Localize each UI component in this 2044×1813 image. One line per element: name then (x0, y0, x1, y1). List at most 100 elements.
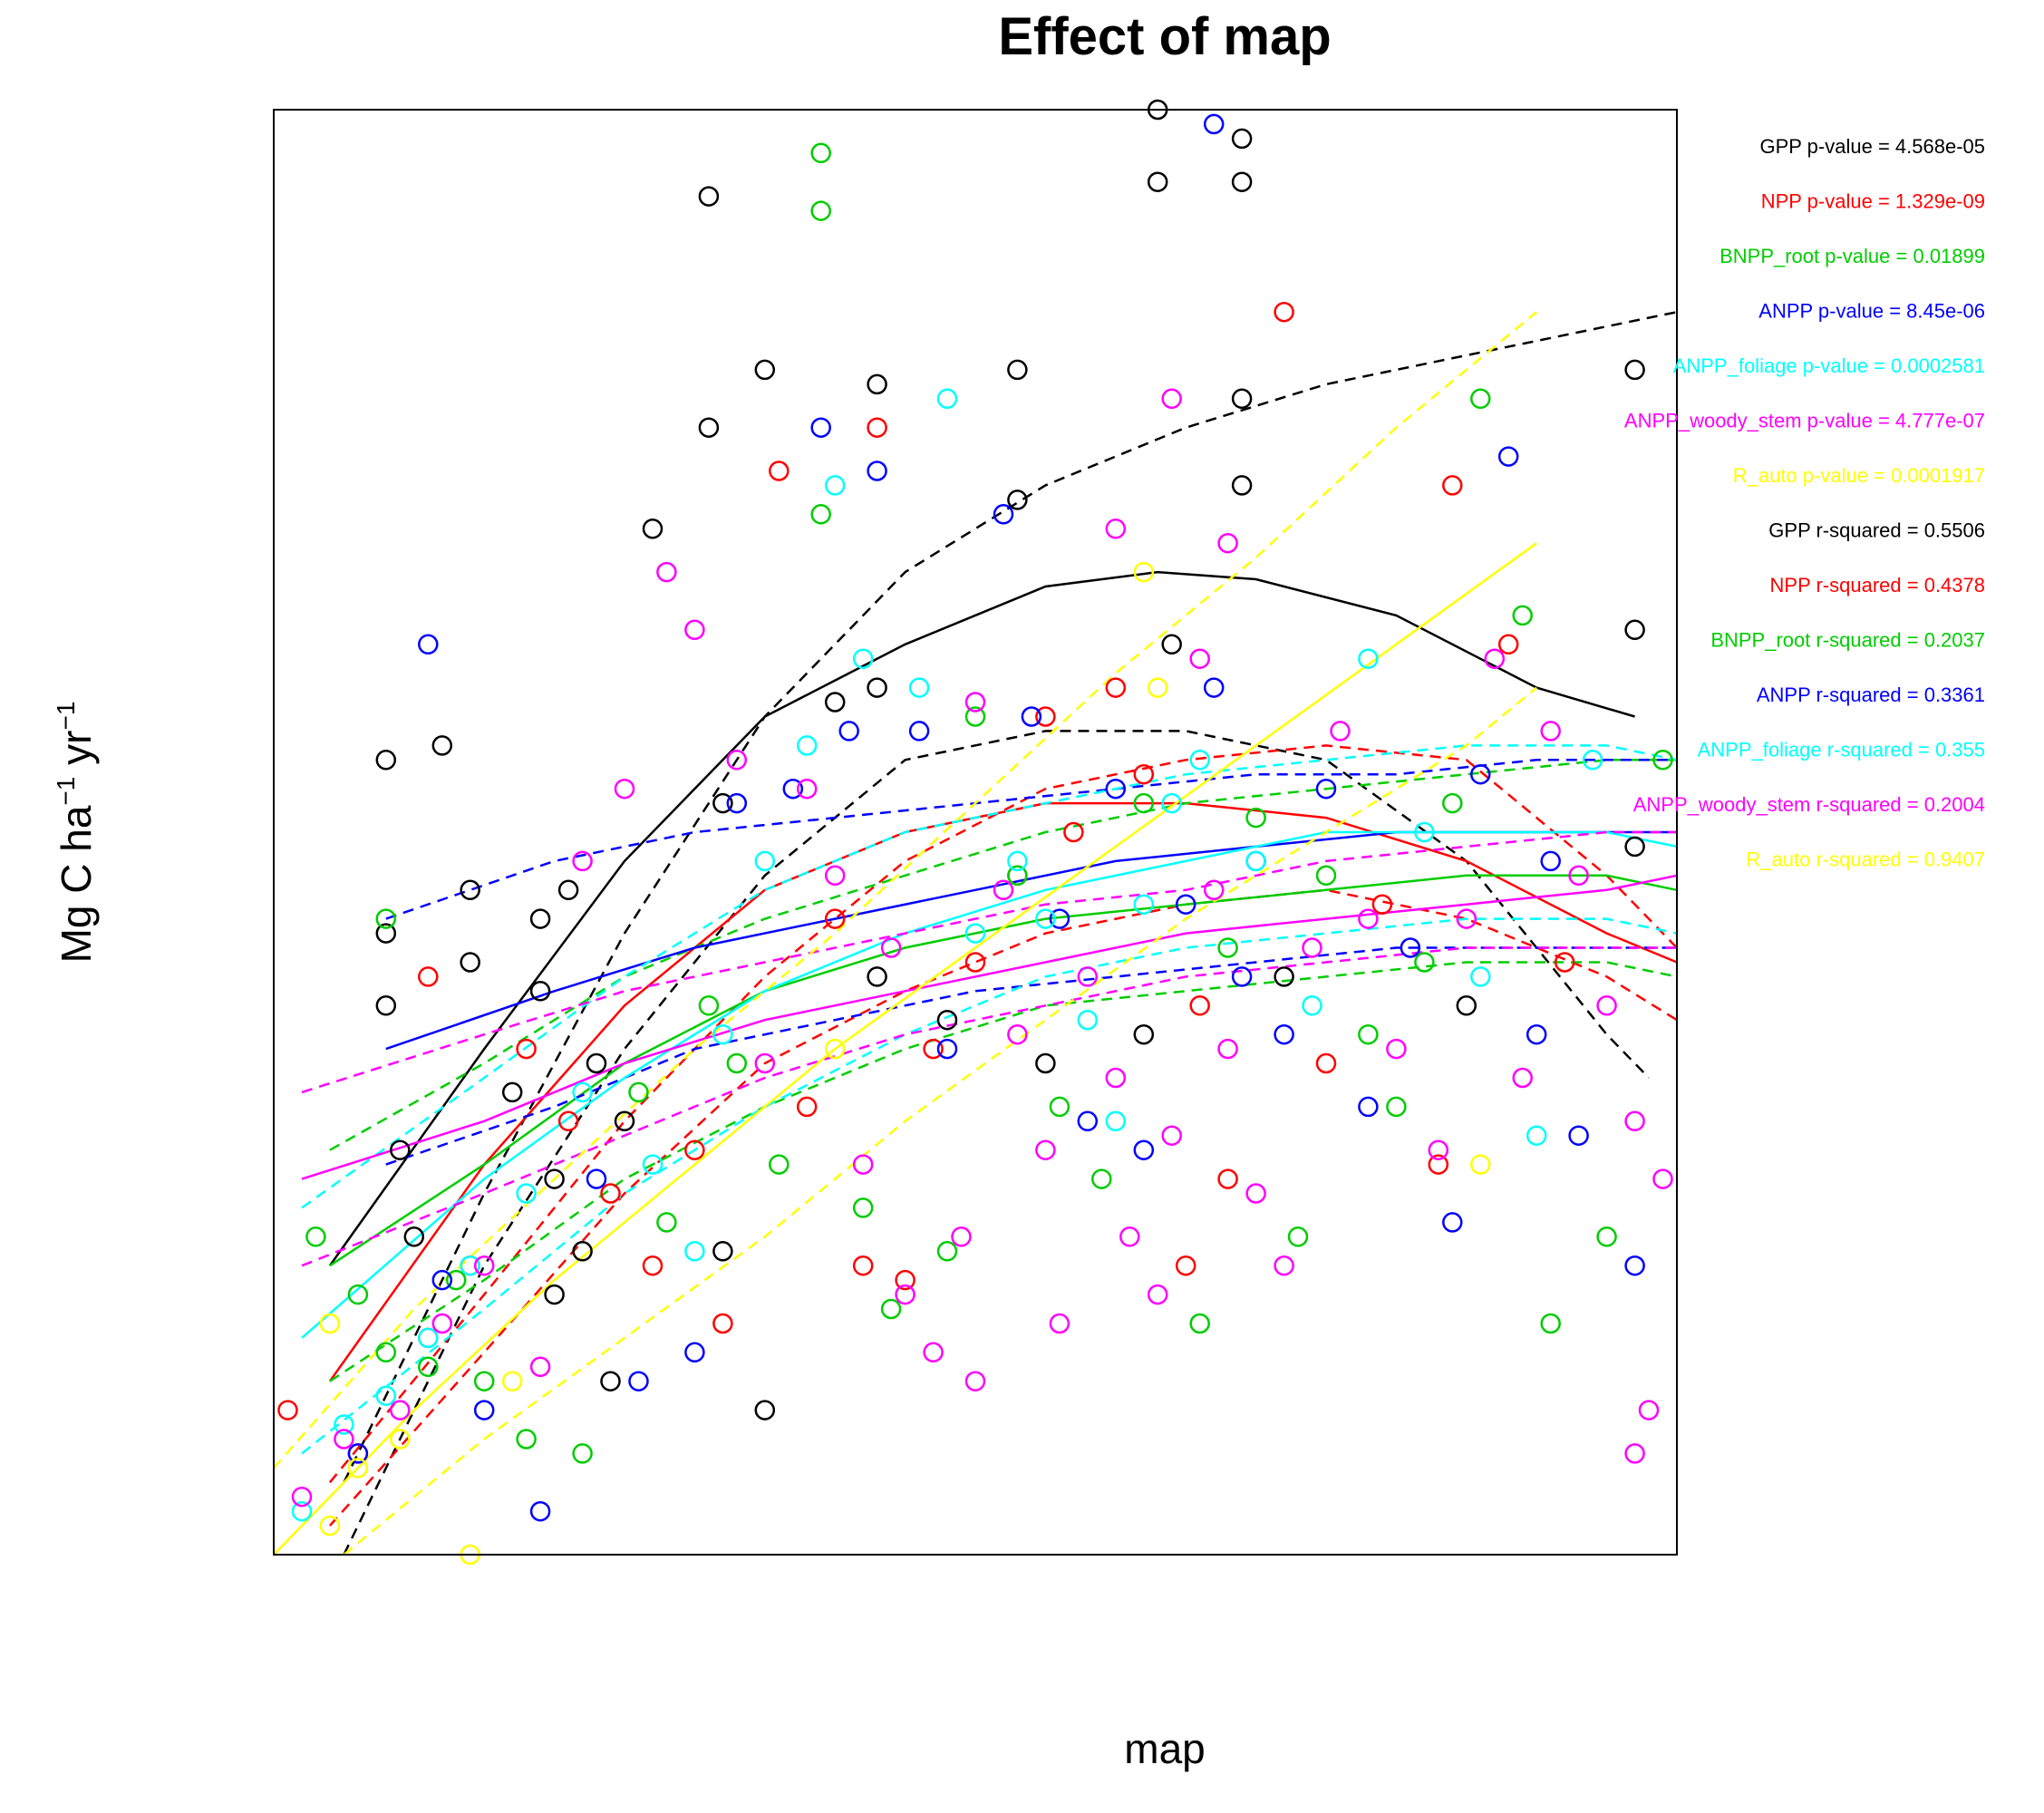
point-anpp-woody-stem-22 (1035, 1139, 1056, 1160)
point-bnpp-root-12 (769, 1154, 790, 1175)
point-anpp-woody-stem-21 (1007, 1023, 1028, 1045)
point-gpp-20 (867, 966, 887, 987)
point-npp-31 (1442, 475, 1463, 496)
point-gpp-22 (867, 373, 887, 395)
point-gpp-15 (712, 792, 733, 814)
point-anpp-woody-stem-50 (1105, 519, 1127, 539)
point-anpp-woody-stem-9 (684, 619, 705, 641)
point-npp-10 (712, 1313, 733, 1334)
point-npp-2 (418, 966, 439, 987)
point-bnpp-root-34 (1596, 1226, 1617, 1247)
point-gpp-13 (698, 417, 720, 438)
point-gpp-43 (403, 1226, 425, 1247)
point-anpp-woody-stem-12 (796, 778, 818, 800)
point-bnpp-root-3 (418, 1356, 439, 1378)
point-anpp-woody-stem-0 (291, 1486, 313, 1508)
point-npp-9 (684, 1139, 705, 1160)
point-anpp-woody-stem-39 (1456, 908, 1477, 929)
point-gpp-21 (867, 677, 887, 698)
point-anpp-foliage-19 (1077, 1009, 1099, 1031)
point-anpp-woody-stem-5 (529, 1356, 551, 1378)
data-points (277, 99, 1673, 1566)
point-anpp-woody-stem-29 (1189, 648, 1210, 669)
point-anpp-26 (1274, 1023, 1294, 1045)
point-gpp-0 (375, 750, 397, 771)
point-bnpp-root-15 (880, 1298, 902, 1320)
point-anpp-7 (684, 1342, 705, 1363)
fit-line-anpp-foliage-13 (301, 744, 1678, 1209)
point-anpp-woody-stem-48 (1624, 1443, 1645, 1464)
point-anpp-woody-stem-24 (1077, 966, 1099, 987)
point-anpp-woody-stem-46 (1652, 1168, 1673, 1189)
point-bnpp-root-20 (1091, 1168, 1112, 1189)
point-anpp-15 (993, 504, 1014, 525)
point-anpp-foliage-25 (1302, 995, 1322, 1016)
point-bnpp-root-5 (473, 1371, 495, 1391)
point-anpp-woody-stem-33 (1274, 1255, 1294, 1276)
point-r-auto-6 (1133, 561, 1155, 583)
point-bnpp-root-8 (628, 1081, 649, 1103)
point-gpp-17 (754, 359, 776, 381)
point-anpp-woody-stem-26 (1119, 1226, 1140, 1247)
point-anpp-woody-stem-34 (1302, 937, 1322, 958)
point-r-auto-0 (319, 1515, 341, 1537)
legend-entry-11: ANPP_foliage r-squared = 0.355 (1698, 739, 1985, 761)
fit-line-bnpp-root-8 (329, 961, 1678, 1382)
legend-entry-13: R_auto r-squared = 0.9407 (1746, 848, 1985, 871)
point-anpp-14 (936, 1038, 958, 1060)
point-gpp-6 (501, 1081, 523, 1103)
point-anpp-31 (1470, 763, 1491, 785)
point-anpp-27 (1315, 778, 1337, 800)
point-anpp-woody-stem-18 (951, 1226, 972, 1247)
point-anpp-woody-stem-38 (1428, 1139, 1449, 1160)
y-axis-label-mid: yr (53, 731, 100, 777)
point-r-auto-1 (347, 1458, 369, 1479)
point-gpp-23 (1007, 359, 1028, 381)
fit-line-anpp-woody-stem-16 (301, 830, 1677, 1094)
point-bnpp-root-7 (572, 1443, 593, 1464)
point-anpp-woody-stem-8 (656, 561, 677, 583)
point-anpp-woody-stem-4 (473, 1255, 495, 1276)
point-anpp-foliage-0 (291, 1500, 313, 1522)
point-gpp-18 (754, 1400, 776, 1420)
point-anpp-28 (1358, 1096, 1379, 1118)
point-bnpp-root-1 (347, 1284, 369, 1305)
legend: GPP p-value = 4.568e-05 NPP p-value = 1.3… (1624, 135, 1985, 871)
point-gpp-24 (1007, 490, 1028, 510)
point-bnpp-root-16 (936, 1241, 958, 1262)
point-gpp-32 (1624, 359, 1645, 381)
point-anpp-foliage-20 (1105, 1110, 1127, 1132)
fit-line-anpp-9 (385, 830, 1677, 1051)
point-bnpp-root-27 (1358, 1023, 1379, 1045)
point-bnpp-root-31 (1470, 388, 1491, 410)
legend-entry-6: R_auto p-value = 0.0001917 (1733, 464, 1985, 487)
point-r-auto-5 (824, 1038, 846, 1060)
fit-lines (273, 310, 1678, 1556)
legend-entry-1: NPP p-value = 1.329e-09 (1761, 190, 1985, 213)
point-bnpp-root-30 (1442, 792, 1463, 814)
point-anpp-woody-stem-13 (824, 865, 846, 887)
point-anpp-4 (529, 1500, 551, 1522)
point-anpp-foliage-13 (852, 648, 874, 669)
fit-line-npp-4 (328, 744, 1678, 1484)
point-anpp-woody-stem-36 (1358, 908, 1379, 929)
point-npp-5 (516, 1038, 537, 1060)
point-r-auto-9 (319, 1313, 341, 1334)
point-npp-11 (769, 461, 790, 481)
point-gpp-36 (1274, 966, 1294, 987)
y-axis-label-exp1: −1 (52, 777, 80, 806)
point-gpp-39 (936, 1009, 958, 1031)
point-bnpp-root-36 (375, 908, 397, 929)
point-anpp-foliage-8 (684, 1241, 705, 1262)
point-bnpp-root-6 (516, 1429, 537, 1449)
fit-line-r-auto-18 (273, 542, 1537, 1556)
point-gpp-19 (824, 692, 846, 713)
point-anpp-foliage-12 (824, 475, 846, 496)
fit-line-bnpp-root-7 (329, 759, 1677, 1151)
point-bnpp-root-22 (1189, 1313, 1210, 1334)
point-anpp-woody-stem-3 (431, 1313, 453, 1334)
point-gpp-4 (460, 879, 480, 901)
point-npp-29 (1371, 894, 1393, 915)
point-anpp-1 (418, 634, 439, 655)
